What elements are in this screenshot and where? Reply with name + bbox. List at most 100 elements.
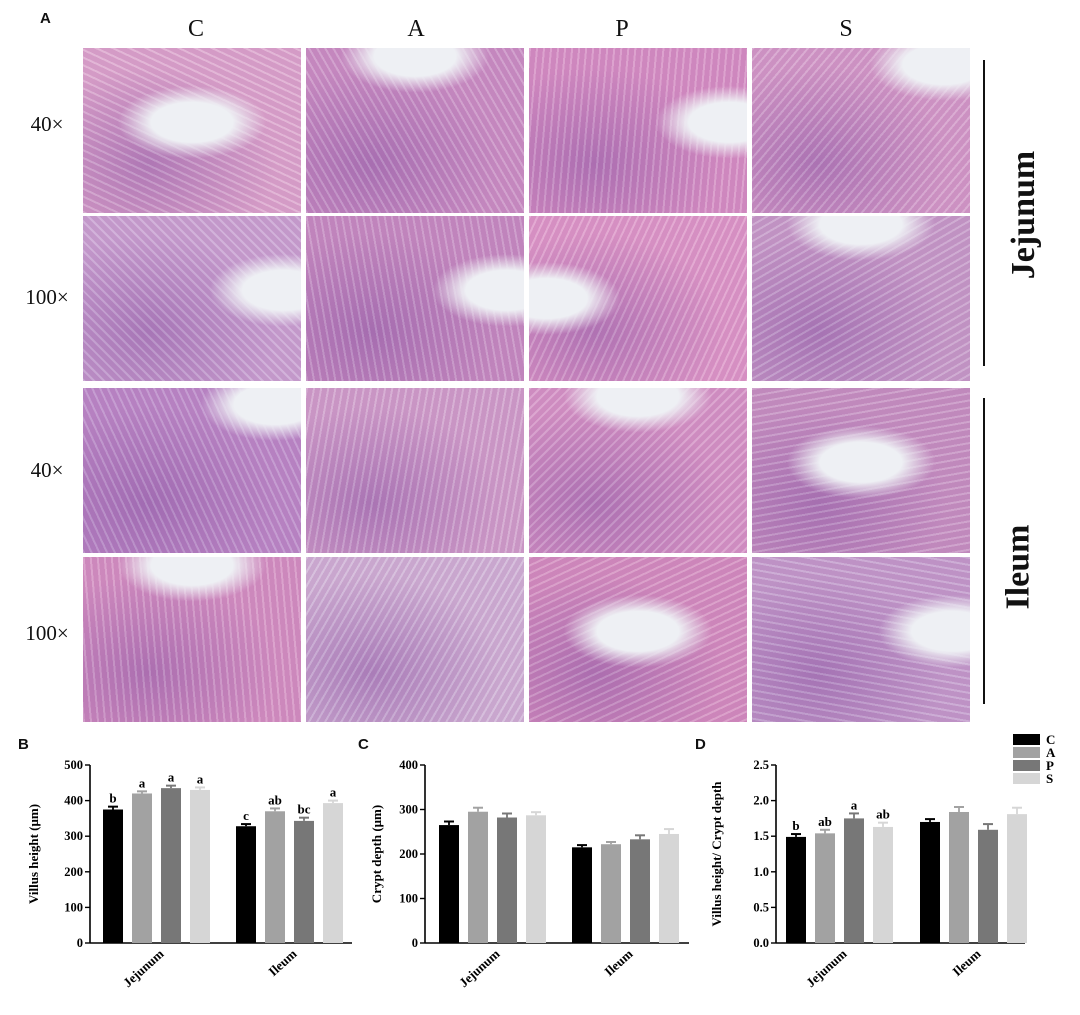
y-tick-label: 400 <box>399 758 418 772</box>
legend-swatch-a <box>1013 747 1040 758</box>
y-tick-label: 100 <box>64 900 83 914</box>
significance-letter: ab <box>818 814 832 829</box>
x-category-label: Ileum <box>601 946 635 979</box>
legend-swatch-p <box>1013 760 1040 771</box>
micrograph-s-row2 <box>752 216 970 381</box>
y-tick-label: 1.5 <box>753 829 769 843</box>
micrograph-p-row3 <box>529 388 747 553</box>
y-tick-label: 100 <box>399 892 418 906</box>
bar-jejunum-p <box>161 788 181 943</box>
y-tick-label: 1.0 <box>753 865 769 879</box>
panel-label-a: A <box>40 10 51 27</box>
column-header-p: P <box>615 16 629 42</box>
micrograph-p-row4 <box>529 557 747 722</box>
micrograph-p-row1 <box>529 48 747 213</box>
x-category-label: Jejunum <box>120 946 167 990</box>
region-label-ileum: Ileum <box>999 524 1037 610</box>
significance-letter: ab <box>876 807 890 822</box>
bar-ileum-c <box>920 821 940 943</box>
legend-label-p: P <box>1046 758 1054 773</box>
chart-villus-crypt-ratio: 0.0 0.5 1.0 1.5 2.0 2.5 Villus height/ Crypt d… <box>709 732 1056 990</box>
y-axis-label: Villus height/ Crypt depth <box>709 781 724 927</box>
y-tick-label: 400 <box>64 794 83 808</box>
y-tick-label: 2.0 <box>753 794 769 808</box>
bar-ileum-s <box>659 833 679 943</box>
legend-swatch-s <box>1013 773 1040 784</box>
y-tick-label: 0.5 <box>753 900 769 914</box>
y-tick-label: 0.0 <box>753 936 769 950</box>
panel-label-d: D <box>695 736 706 753</box>
bar-ileum-a <box>265 811 285 943</box>
region-label-jejunum: Jejunum <box>1005 150 1043 280</box>
y-tick-label: 200 <box>64 865 83 879</box>
legend-swatch-c <box>1013 734 1040 745</box>
ileum-bracket-line <box>983 398 985 704</box>
x-category-label: Ileum <box>949 946 983 979</box>
bar-jejunum-c <box>439 825 459 943</box>
y-tick-label: 500 <box>64 758 83 772</box>
significance-letter: b <box>109 791 116 806</box>
micrograph-a-row1 <box>306 48 524 213</box>
micrograph-s-row3 <box>752 388 970 553</box>
bar-jejunum-s <box>526 815 546 943</box>
significance-letter: a <box>139 775 146 790</box>
bar-jejunum-c <box>103 809 123 943</box>
legend-label-a: A <box>1046 745 1056 760</box>
bar-ileum-a <box>949 811 969 943</box>
row-header-jejunum-40x: 40× <box>30 112 64 136</box>
y-axis-label: Villus height (μm) <box>26 804 41 904</box>
y-tick-label: 2.5 <box>753 758 769 772</box>
y-tick-label: 300 <box>64 829 83 843</box>
significance-letter: bc <box>298 802 311 817</box>
legend-label-s: S <box>1046 771 1053 786</box>
bar-jejunum-p <box>844 818 864 943</box>
significance-letter: a <box>330 785 337 800</box>
chart-villus-height: 0 100 200 300 400 500 Villus height (μm) b a a a Je… <box>26 758 352 990</box>
bar-ileum-c <box>572 847 592 943</box>
chart-crypt-depth: 0 100 200 300 400 Crypt depth (μm) Jejunum Ileu… <box>369 758 689 990</box>
bar-jejunum-p <box>497 817 517 943</box>
y-tick-label: 200 <box>399 847 418 861</box>
micrograph-a-row4 <box>306 557 524 722</box>
bar-ileum-p <box>978 829 998 943</box>
bar-ileum-s <box>323 803 343 943</box>
column-header-c: C <box>187 16 204 42</box>
micrograph-s-row4 <box>752 557 970 722</box>
micrograph-s-row1 <box>752 48 970 213</box>
row-header-ileum-40x: 40× <box>30 458 64 482</box>
bar-jejunum-a <box>468 811 488 943</box>
micrograph-c-row2 <box>83 216 301 381</box>
column-header-a: A <box>407 16 425 42</box>
x-category-label: Jejunum <box>456 946 503 990</box>
bar-jejunum-a <box>132 793 152 943</box>
bar-ileum-p <box>630 839 650 943</box>
panel-label-c: C <box>358 736 369 753</box>
significance-letter: a <box>851 797 858 812</box>
significance-letter: a <box>168 770 175 785</box>
column-header-s: S <box>839 16 853 42</box>
panel-label-b: B <box>18 736 29 753</box>
micrograph-c-row1 <box>83 48 301 213</box>
bar-jejunum-s <box>190 789 210 943</box>
bar-ileum-a <box>601 844 621 943</box>
bar-ileum-s <box>1007 814 1027 943</box>
bar-ileum-c <box>236 826 256 943</box>
micrograph-a-row2 <box>306 216 524 381</box>
row-header-jejunum-100x: 100× <box>25 285 69 309</box>
significance-letter: ab <box>268 792 282 807</box>
jejunum-bracket-line <box>983 60 985 366</box>
bar-ileum-p <box>294 820 314 943</box>
bar-jejunum-c <box>786 836 806 943</box>
x-category-label: Jejunum <box>803 946 850 990</box>
significance-letter: a <box>197 771 204 786</box>
significance-letter: c <box>243 808 249 823</box>
micrograph-c-row4 <box>83 557 301 722</box>
y-tick-label: 0 <box>412 936 418 950</box>
x-category-label: Ileum <box>265 946 299 979</box>
micrograph-a-row3 <box>306 388 524 553</box>
y-axis-label: Crypt depth (μm) <box>369 805 384 903</box>
bar-jejunum-a <box>815 833 835 943</box>
y-tick-label: 300 <box>399 803 418 817</box>
micrograph-p-row2 <box>529 216 747 381</box>
y-tick-label: 0 <box>77 936 83 950</box>
